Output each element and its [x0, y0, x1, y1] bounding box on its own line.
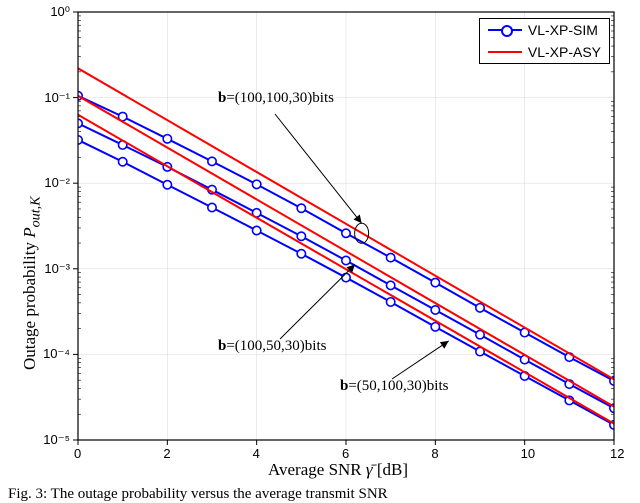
annotation-b1: b=(100,100,30)bits: [218, 90, 334, 107]
legend-label: VL-XP-SIM: [528, 22, 598, 38]
annotation-b2: b=(100,50,30)bits: [218, 338, 326, 355]
legend: VL-XP-SIM VL-XP-ASY: [479, 18, 610, 64]
legend-item-asy: VL-XP-ASY: [480, 41, 609, 63]
figure-caption: Fig. 3: The outage probability versus th…: [8, 486, 388, 503]
annotation-b3: b=(50,100,30)bits: [340, 378, 448, 395]
x-axis-label: Average SNR γ̄ [dB]: [268, 460, 408, 480]
y-axis-label: Outage probability Pout,K: [20, 196, 44, 370]
chart-svg: [0, 0, 640, 503]
legend-label: VL-XP-ASY: [528, 44, 601, 60]
legend-item-sim: VL-XP-SIM: [480, 19, 609, 41]
